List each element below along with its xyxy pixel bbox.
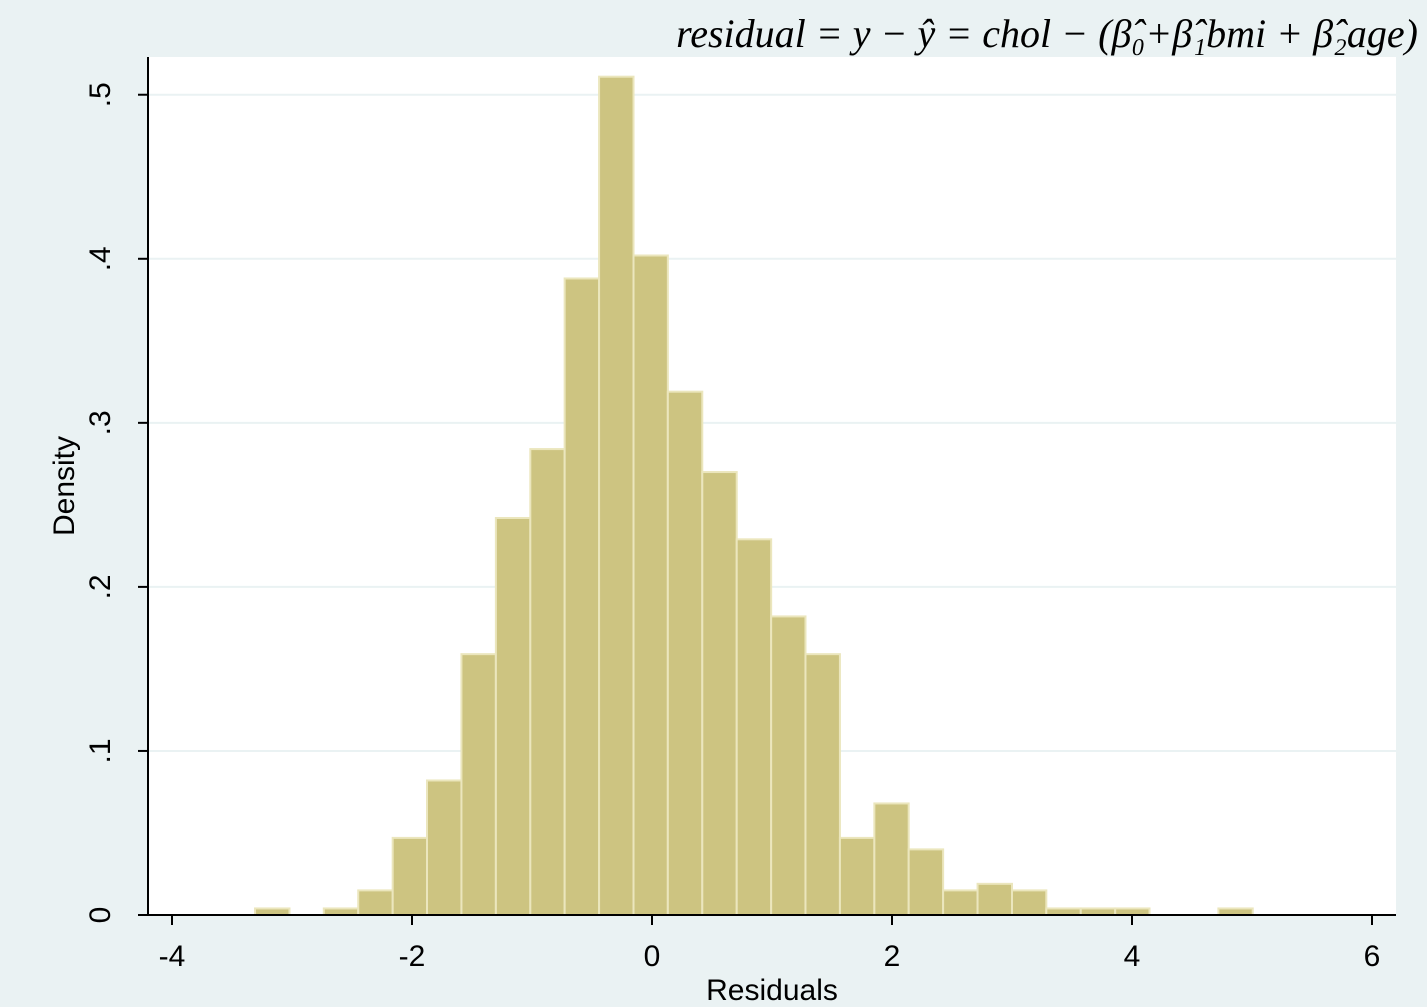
x-tick-label: 0 xyxy=(644,940,661,973)
bar xyxy=(770,615,807,916)
bar xyxy=(735,538,773,916)
y-tick-label: .4 xyxy=(84,246,117,271)
bar xyxy=(563,277,601,916)
x-tick-label: -2 xyxy=(399,940,426,973)
bar xyxy=(598,75,635,917)
x-tick-label: 4 xyxy=(1124,940,1141,973)
bar xyxy=(976,882,1013,917)
bar xyxy=(701,471,738,916)
bar xyxy=(632,254,669,917)
bar xyxy=(426,779,463,916)
bar xyxy=(391,836,428,916)
y-tick-label: 0 xyxy=(84,907,117,924)
x-tick-label: -4 xyxy=(159,940,186,973)
x-tick-label: 2 xyxy=(884,940,901,973)
bar xyxy=(838,836,876,916)
y-tick-label: .1 xyxy=(84,738,117,763)
x-axis-title: Residuals xyxy=(706,974,838,1007)
bar xyxy=(357,889,394,916)
bar xyxy=(666,390,704,917)
y-tick-label: .5 xyxy=(84,82,117,107)
bar xyxy=(529,448,566,916)
bar xyxy=(804,653,841,916)
bar xyxy=(460,653,497,916)
y-tick-label: .2 xyxy=(84,574,117,599)
bar xyxy=(494,516,532,916)
y-tick-label: .3 xyxy=(84,410,117,435)
bar xyxy=(1011,889,1048,916)
chart-title: residual = y − ŷ = chol − (β̂₀+β̂₁bmi + … xyxy=(676,11,1418,56)
bar xyxy=(907,848,945,917)
bar xyxy=(873,802,910,917)
bar xyxy=(942,889,979,916)
y-axis-title: Density xyxy=(48,436,81,536)
x-tick-label: 6 xyxy=(1364,940,1381,973)
